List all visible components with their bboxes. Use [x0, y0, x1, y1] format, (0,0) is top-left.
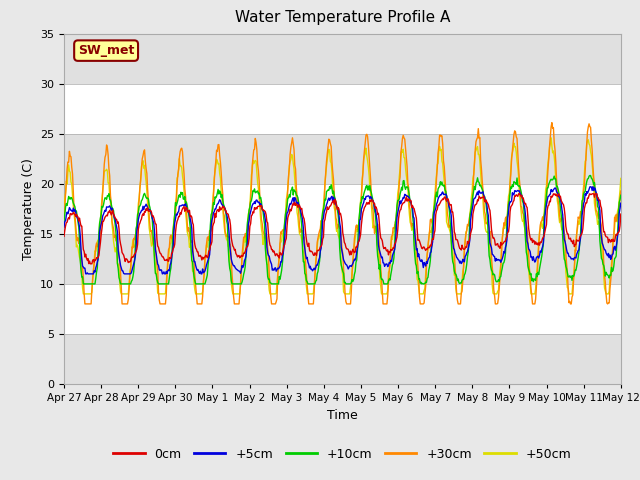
Text: SW_met: SW_met	[78, 44, 134, 57]
Bar	[64, 134, 621, 184]
Legend: 0cm, +5cm, +10cm, +30cm, +50cm: 0cm, +5cm, +10cm, +30cm, +50cm	[108, 443, 577, 466]
Bar	[64, 234, 621, 284]
Bar	[64, 34, 621, 84]
Y-axis label: Temperature (C): Temperature (C)	[22, 158, 35, 260]
Title: Water Temperature Profile A: Water Temperature Profile A	[235, 11, 450, 25]
Bar	[64, 334, 621, 384]
X-axis label: Time: Time	[327, 408, 358, 421]
